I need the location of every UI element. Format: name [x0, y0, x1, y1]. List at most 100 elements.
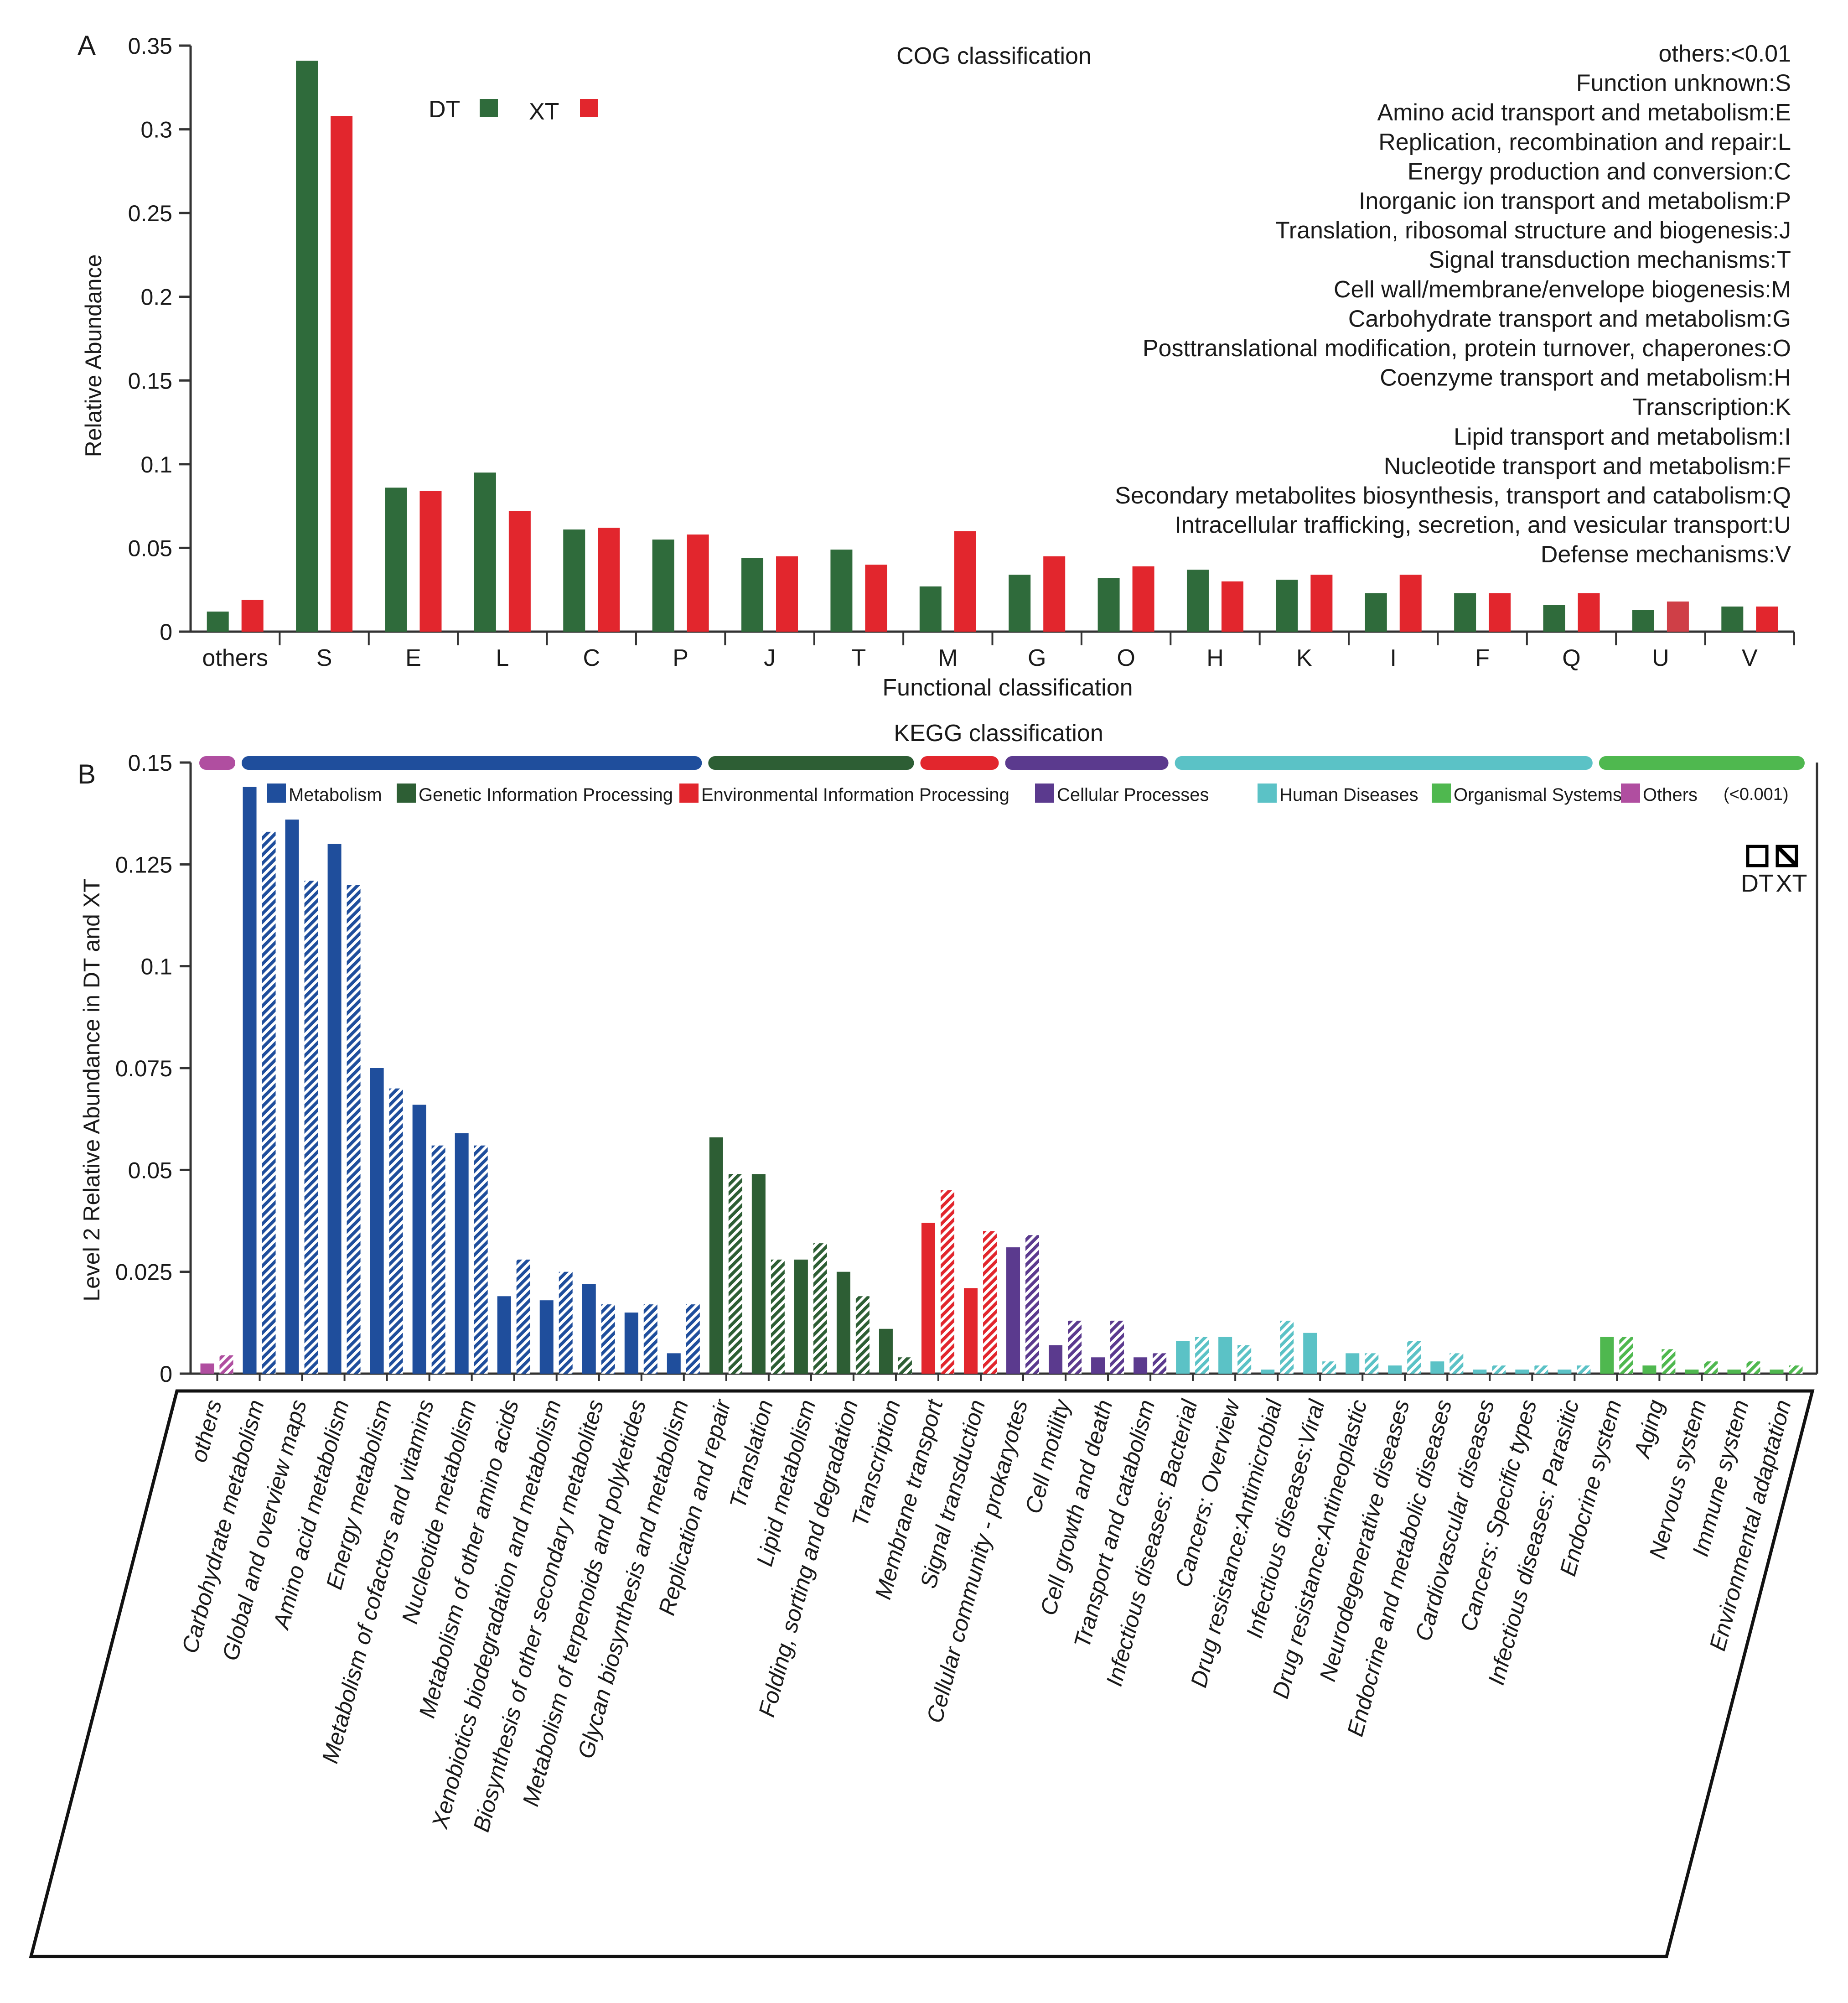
kegg-bar-dt [1473, 1370, 1487, 1374]
cog-x-axis-label: Functional classification [882, 675, 1133, 701]
kegg-bar-dt [1727, 1370, 1741, 1374]
cog-bar-xt [865, 565, 887, 632]
cog-bar-dt [1721, 606, 1744, 632]
cog-y-tick-label: 0.35 [128, 33, 172, 59]
kegg-bar-xt [1704, 1361, 1718, 1374]
kegg-bar-dt [1091, 1357, 1105, 1374]
cog-bar-xt [508, 511, 531, 632]
cog-annotation-line: Intracellular trafficking, secretion, an… [1175, 512, 1791, 539]
cog-x-tick-label: V [1742, 645, 1758, 671]
cog-annotation-line: Inorganic ion transport and metabolism:P [1359, 188, 1791, 214]
kegg-y-axis-label: Level 2 Relative Abundance in DT and XT [79, 878, 104, 1301]
cog-x-tick-label: M [938, 645, 958, 671]
cog-bar-xt [776, 556, 798, 632]
kegg-legend-label: Others [1643, 785, 1698, 805]
kegg-bar-dt [327, 844, 342, 1374]
legend-xt-swatch [580, 99, 598, 117]
kegg-legend-label: Cellular Processes [1057, 785, 1209, 805]
cog-x-tick-label: P [673, 645, 688, 671]
cog-bar-dt [1632, 610, 1654, 632]
kegg-bar-xt [1153, 1353, 1167, 1374]
cog-annotation-line: Coenzyme transport and metabolism:H [1380, 365, 1791, 391]
kegg-bar-dt [455, 1133, 469, 1374]
cog-x-tick-label: C [583, 645, 600, 671]
cog-x-tick-label: J [764, 645, 776, 671]
kegg-label-frame [29, 1389, 1815, 1958]
kegg-legend-label: Genetic Information Processing [419, 785, 673, 805]
kegg-bar-dt [1770, 1370, 1784, 1374]
cog-y-tick-label: 0.25 [128, 201, 172, 226]
xt-key-diagonal [1776, 846, 1797, 867]
kegg-bar-xt [1789, 1365, 1803, 1374]
kegg-bar-xt [1110, 1320, 1124, 1374]
kegg-bar-dt [1176, 1341, 1190, 1374]
kegg-chart: 0 0.025 0.05 0.075 0.1 0.125 0.15 Metabolism Gen… [29, 750, 1818, 1958]
kegg-bar-xt [1025, 1235, 1040, 1374]
cog-x-tick-label: O [1117, 645, 1135, 671]
cog-annotation-line: Secondary metabolites biosynthesis, tran… [1115, 483, 1791, 509]
cog-bar-xt [1221, 581, 1243, 632]
kegg-bar-xt [1237, 1345, 1252, 1374]
cog-y-tick-label: 0.15 [128, 368, 172, 394]
kegg-legend-swatch [267, 784, 286, 803]
kegg-bar-xt [347, 885, 361, 1374]
kegg-bar-dt [1261, 1370, 1275, 1374]
cog-bar-xt [1756, 606, 1778, 632]
cog-x-tick-label: U [1652, 645, 1669, 671]
kegg-bar-dt [200, 1363, 214, 1374]
kegg-x-tick-label: others [186, 1397, 227, 1465]
kegg-bar-dt [1685, 1370, 1699, 1374]
kegg-bar-xt [1449, 1353, 1464, 1374]
cog-bar-dt [474, 472, 496, 632]
kegg-bar-dt [1218, 1337, 1232, 1374]
kegg-bar-dt [751, 1174, 766, 1374]
cog-bar-dt [1543, 605, 1565, 632]
kegg-bar-xt [1407, 1341, 1421, 1374]
kegg-bar-dt [1303, 1333, 1317, 1374]
kegg-bar-dt [836, 1271, 850, 1374]
kegg-bar-dt [243, 787, 257, 1374]
cog-bar-xt [1310, 575, 1333, 632]
kegg-legend-label: Human Diseases [1279, 785, 1418, 805]
cog-x-tick-label: L [496, 645, 509, 671]
kegg-y-tick-label: 0.05 [128, 1157, 172, 1183]
kegg-bar-dt [412, 1105, 426, 1374]
kegg-bar-dt [963, 1288, 978, 1374]
dt-key-swatch [1746, 845, 1769, 867]
kegg-bar-dt [667, 1353, 681, 1374]
kegg-bar-xt [1365, 1353, 1379, 1374]
kegg-legend-swatch [1035, 784, 1054, 803]
kegg-bar-xt [431, 1145, 445, 1374]
cog-y-tick-label: 0.2 [140, 285, 172, 310]
cog-x-tick-label: others [202, 645, 268, 671]
cog-annotation-line: Energy production and conversion:C [1408, 158, 1791, 185]
cog-bar-xt [1043, 556, 1066, 632]
cog-x-tick-label: S [316, 645, 332, 671]
kegg-bar-dt [921, 1223, 935, 1374]
cog-annotation-line: Function unknown:S [1576, 70, 1791, 97]
kegg-legend-swatch [1258, 784, 1277, 803]
cog-x-tick-label: K [1296, 645, 1312, 671]
cog-annotation-line: Translation, ribosomal structure and bio… [1275, 218, 1791, 244]
cog-annotation-line: Posttranslational modification, protein … [1143, 335, 1791, 362]
kegg-bar-xt [474, 1145, 488, 1374]
kegg-bar-xt [1322, 1361, 1336, 1374]
cog-annotation-line: Replication, recombination and repair:L [1378, 129, 1791, 156]
cog-bar-dt [1186, 570, 1209, 632]
kegg-bar-xt [389, 1088, 403, 1374]
kegg-bar-dt [285, 820, 299, 1374]
dt-key-label: DT [1741, 870, 1774, 897]
kegg-bar-xt [643, 1304, 657, 1374]
kegg-bar-dt [1388, 1365, 1402, 1374]
kegg-bar-xt [516, 1259, 530, 1374]
legend-dt-swatch [480, 99, 498, 117]
kegg-bar-xt [1662, 1349, 1676, 1374]
cog-bar-xt [241, 600, 264, 632]
kegg-bar-dt [582, 1284, 596, 1374]
cog-bar-dt [741, 558, 764, 632]
cog-y-tick-label: 0.05 [128, 535, 172, 561]
kegg-bar-xt [262, 831, 276, 1374]
cog-bar-xt [598, 528, 620, 632]
kegg-bar-dt [1134, 1357, 1148, 1374]
